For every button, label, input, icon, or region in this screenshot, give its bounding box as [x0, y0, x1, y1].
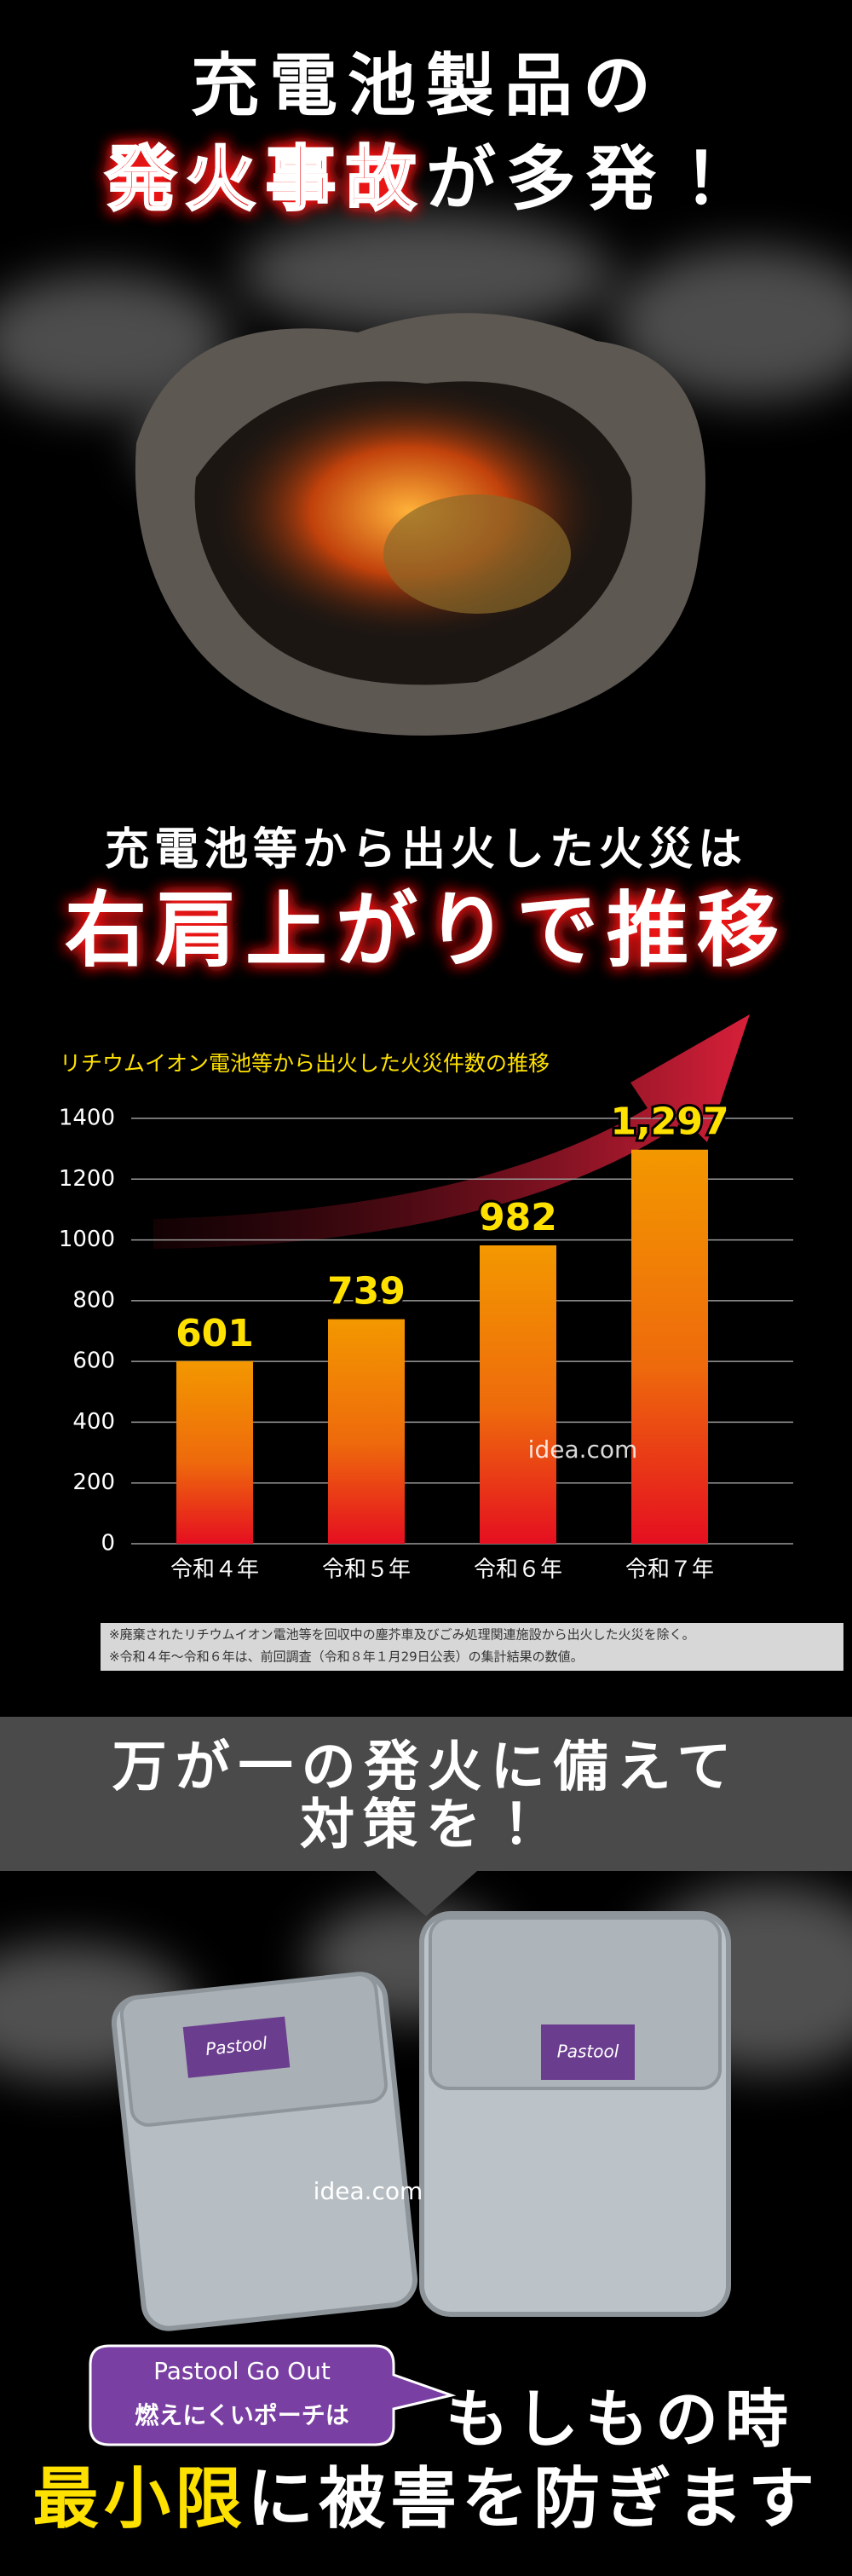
x-tick-label: 令和５年 — [322, 1557, 411, 1583]
banner-line2: 対策を！ — [300, 1794, 552, 1857]
trend-headline: 右肩上がりで推移 — [65, 882, 787, 978]
y-tick-label: 400 — [72, 1409, 115, 1435]
value-label: 982 — [479, 1196, 557, 1239]
bar-chart: リチウムイオン電池等から出火した火災件数の推移 0 200 400 600 800 100… — [59, 1051, 793, 1583]
x-tick-label: 令和７年 — [625, 1557, 714, 1583]
title-highlight: 発火事故 — [106, 139, 426, 220]
callout-line1: Pastool Go Out — [153, 2357, 331, 2385]
closing-rest: に被害を防ぎます — [247, 2461, 820, 2538]
bar — [631, 1149, 708, 1544]
chart-title: リチウムイオン電池等から出火した火災件数の推移 — [60, 1051, 550, 1076]
watermark: idea.com — [528, 1435, 638, 1464]
footnote: ※廃棄されたリチウムイオン電池等を回収中の塵芥車及びごみ処理関連施設から出火した… — [109, 1627, 695, 1643]
pouch-large: Pastool — [419, 1911, 731, 2317]
pouch-small: Pastool — [111, 1972, 418, 2331]
bar — [176, 1360, 253, 1544]
trend-lead: 充電池等から出火した火災は — [105, 824, 747, 875]
brand-label: Pastool — [557, 2042, 619, 2062]
y-tick-label: 600 — [72, 1349, 115, 1374]
y-tick-label: 1200 — [59, 1166, 115, 1192]
y-tick-label: 1400 — [59, 1106, 115, 1131]
y-tick-label: 800 — [72, 1287, 115, 1313]
y-tick-label: 200 — [72, 1470, 115, 1495]
watermark: idea.com — [314, 2177, 423, 2205]
footnote: ※令和４年〜令和６年は、前回調査（令和８年１月29日公表）の集計結果の数値。 — [109, 1649, 584, 1665]
title-rest: が多発！ — [426, 139, 746, 220]
banner-line1: 万が一の発火に備えて — [112, 1736, 740, 1799]
bar — [328, 1319, 405, 1544]
closing-line1: もしもの時 — [446, 2383, 795, 2457]
callout — [89, 2344, 457, 2446]
y-tick-label: 1000 — [59, 1227, 115, 1252]
value-label: 601 — [176, 1312, 254, 1355]
callout-line2: 燃えにくいポーチは — [135, 2401, 348, 2429]
x-tick-label: 令和６年 — [474, 1557, 562, 1583]
bar — [480, 1245, 556, 1544]
title-line2: 発火事故が多発！ — [106, 139, 746, 220]
closing-highlight: 最小限 — [32, 2461, 247, 2538]
footnote-box — [101, 1623, 843, 1671]
trend-arrow — [153, 1014, 750, 1249]
banner — [0, 1717, 852, 1916]
value-label: 1,297 — [610, 1100, 728, 1144]
closing-line2: 最小限に被害を防ぎます — [32, 2461, 820, 2538]
burnt-bag — [135, 313, 705, 736]
x-tick-label: 令和４年 — [170, 1557, 259, 1583]
y-tick-label: 0 — [101, 1531, 115, 1557]
title-line1: 充電池製品の — [191, 46, 661, 125]
value-label: 739 — [327, 1270, 406, 1314]
